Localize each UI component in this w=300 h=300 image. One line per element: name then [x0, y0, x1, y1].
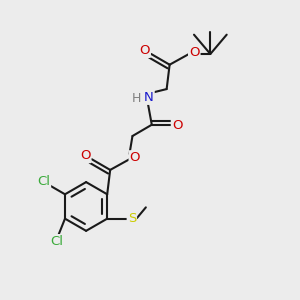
Text: H: H — [132, 92, 142, 105]
Text: Cl: Cl — [37, 175, 50, 188]
Text: O: O — [189, 46, 200, 59]
Text: O: O — [80, 149, 91, 162]
Text: O: O — [130, 151, 140, 164]
Text: S: S — [128, 212, 136, 225]
Text: O: O — [172, 119, 182, 132]
Text: Cl: Cl — [50, 235, 64, 248]
Text: O: O — [140, 44, 150, 57]
Text: N: N — [144, 91, 154, 104]
